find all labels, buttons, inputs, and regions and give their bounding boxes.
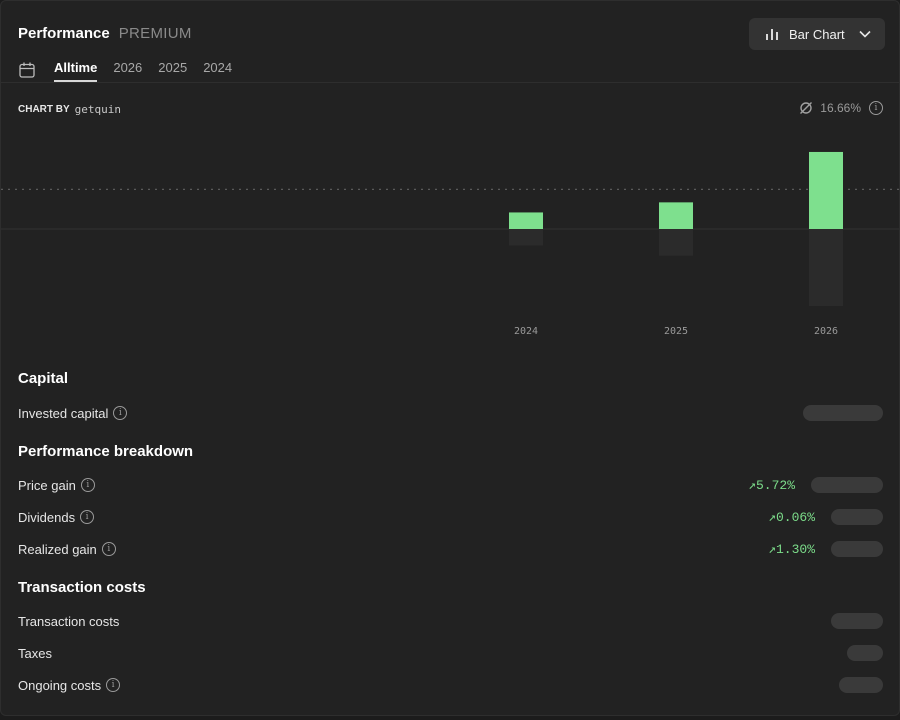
card-header: Performance PREMIUM — [18, 25, 192, 42]
average-icon — [800, 102, 813, 114]
capital-title: Capital — [18, 370, 69, 387]
value-placeholder — [831, 541, 883, 557]
x-tick-label: 2024 — [514, 326, 538, 337]
average-value: 16.66% — [820, 101, 861, 115]
dividends-change: ↗0.06% — [768, 509, 815, 525]
tab-2026[interactable]: 2026 — [113, 59, 143, 75]
dividends-label: Dividends — [18, 509, 76, 525]
chart-type-dropdown[interactable]: Bar Chart — [749, 18, 885, 50]
info-icon[interactable]: i — [101, 542, 116, 556]
bar-negative-2024 — [509, 229, 543, 246]
x-tick-label: 2025 — [664, 326, 688, 337]
realized-gain-change: ↗1.30% — [768, 541, 815, 557]
performance-bar-chart: 2024 2025 2026 — [1, 151, 899, 337]
value-placeholder — [847, 645, 883, 661]
costs-title: Transaction costs — [18, 579, 146, 596]
bar-negative-2025 — [659, 229, 693, 256]
realized-gain-label: Realized gain — [18, 541, 97, 557]
average-return: 16.66% i — [799, 101, 883, 115]
chevron-down-icon — [859, 30, 871, 38]
chart-type-label: Bar Chart — [789, 26, 845, 42]
header-divider — [1, 82, 899, 83]
period-tabs: Alltime 2026 2025 2024 — [18, 59, 248, 82]
bar-positive-2025 — [659, 202, 693, 229]
premium-badge: PREMIUM — [118, 25, 192, 42]
x-tick-label: 2026 — [814, 326, 838, 337]
breakdown-title: Performance breakdown — [18, 443, 194, 460]
chart-attribution: CHART BY getquin — [18, 103, 121, 116]
info-icon[interactable]: i — [80, 510, 95, 524]
invested-capital-row: Invested capital i — [18, 403, 883, 423]
invested-capital-label: Invested capital — [18, 405, 109, 421]
value-placeholder — [839, 677, 883, 693]
price-gain-row: Price gain i ↗5.72% — [18, 475, 883, 495]
brand-name: getquin — [74, 103, 122, 116]
tab-2025[interactable]: 2025 — [158, 59, 188, 75]
value-placeholder — [803, 405, 883, 421]
price-gain-change: ↗5.72% — [748, 477, 795, 493]
calendar-icon[interactable] — [18, 61, 36, 79]
bar-positive-2026 — [809, 151, 843, 229]
info-icon[interactable]: i — [80, 478, 95, 492]
value-placeholder — [831, 509, 883, 525]
realized-gain-row: Realized gain i ↗1.30% — [18, 539, 883, 559]
info-icon[interactable]: i — [113, 406, 128, 420]
info-icon[interactable]: i — [869, 101, 883, 115]
price-gain-label: Price gain — [18, 477, 76, 493]
page-title: Performance — [18, 25, 110, 42]
ongoing-costs-label: Ongoing costs — [18, 677, 102, 693]
bar-negative-2026 — [809, 229, 843, 307]
dividends-row: Dividends i ↗0.06% — [18, 507, 883, 527]
info-icon[interactable]: i — [106, 678, 121, 692]
taxes-row: Taxes — [18, 643, 883, 663]
bar-positive-2024 — [509, 212, 543, 229]
bar-chart-icon — [766, 29, 778, 40]
transaction-costs-row: Transaction costs — [18, 611, 883, 631]
taxes-label: Taxes — [18, 645, 52, 661]
ongoing-costs-row: Ongoing costs i — [18, 675, 883, 695]
tab-2024[interactable]: 2024 — [203, 59, 233, 75]
value-placeholder — [811, 477, 883, 493]
chart-by-label: CHART BY — [18, 104, 70, 115]
tab-alltime[interactable]: Alltime — [54, 60, 98, 82]
transaction-costs-label: Transaction costs — [18, 613, 120, 629]
value-placeholder — [831, 613, 883, 629]
